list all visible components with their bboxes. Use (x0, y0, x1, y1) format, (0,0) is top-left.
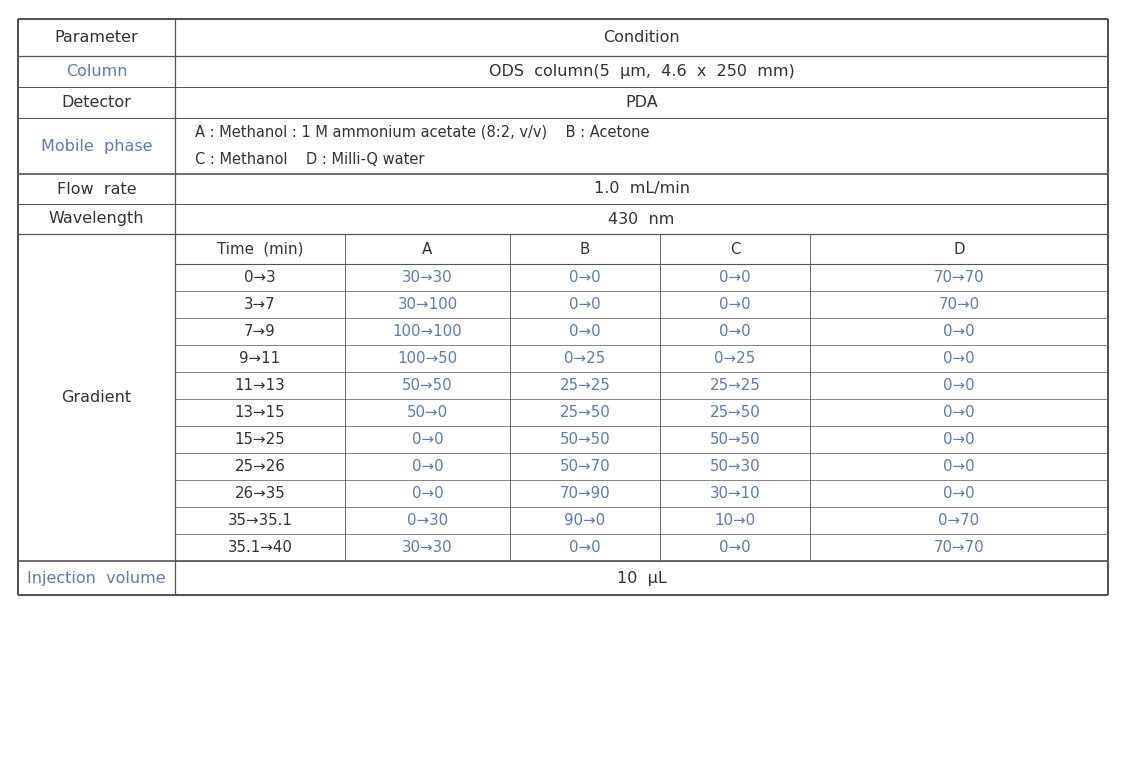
Text: B: B (580, 242, 590, 256)
Text: 13→15: 13→15 (234, 405, 285, 420)
Text: 7→9: 7→9 (244, 324, 276, 339)
Text: Detector: Detector (62, 95, 132, 110)
Text: 0→0: 0→0 (412, 432, 444, 447)
Text: A: A (422, 242, 432, 256)
Text: 0→70: 0→70 (938, 513, 980, 528)
Text: 0→0: 0→0 (720, 297, 751, 312)
Text: 0→0: 0→0 (944, 459, 975, 474)
Text: C: C (730, 242, 740, 256)
Text: 50→0: 50→0 (406, 405, 448, 420)
Text: 0→0: 0→0 (944, 324, 975, 339)
Text: 70→70: 70→70 (933, 270, 984, 285)
Text: Flow  rate: Flow rate (56, 182, 136, 196)
Text: 10  μL: 10 μL (617, 571, 667, 585)
Text: 0→0: 0→0 (569, 540, 601, 555)
Text: 0→0: 0→0 (944, 432, 975, 447)
Text: 100→50: 100→50 (397, 351, 457, 366)
Text: 0→0: 0→0 (412, 459, 444, 474)
Text: 0→0: 0→0 (569, 324, 601, 339)
Text: 70→90: 70→90 (560, 486, 610, 501)
Text: 90→0: 90→0 (564, 513, 606, 528)
Text: 9→11: 9→11 (240, 351, 280, 366)
Text: 50→50: 50→50 (560, 432, 610, 447)
Text: PDA: PDA (625, 95, 658, 110)
Text: 50→30: 50→30 (709, 459, 760, 474)
Text: 430  nm: 430 nm (608, 212, 674, 226)
Text: Column: Column (65, 64, 127, 79)
Text: 0→3: 0→3 (244, 270, 276, 285)
Text: A : Methanol : 1 M ammonium acetate (8:2, v/v)    B : Acetone: A : Methanol : 1 M ammonium acetate (8:2… (195, 124, 650, 140)
Text: 50→70: 50→70 (560, 459, 610, 474)
Text: Parameter: Parameter (55, 30, 138, 45)
Text: Gradient: Gradient (62, 390, 132, 405)
Text: 25→50: 25→50 (709, 405, 760, 420)
Text: ODS  column(5  μm,  4.6  x  250  mm): ODS column(5 μm, 4.6 x 250 mm) (489, 64, 794, 79)
Text: 25→26: 25→26 (234, 459, 285, 474)
Text: 1.0  mL/min: 1.0 mL/min (593, 182, 689, 196)
Text: 30→30: 30→30 (402, 540, 453, 555)
Text: D: D (954, 242, 965, 256)
Text: Mobile  phase: Mobile phase (41, 139, 152, 153)
Text: 0→0: 0→0 (569, 297, 601, 312)
Text: 0→0: 0→0 (944, 378, 975, 393)
Text: 0→25: 0→25 (714, 351, 756, 366)
Text: 0→0: 0→0 (720, 540, 751, 555)
Text: Condition: Condition (604, 30, 680, 45)
Text: 35.1→40: 35.1→40 (227, 540, 293, 555)
Text: 50→50: 50→50 (709, 432, 760, 447)
Text: Wavelength: Wavelength (48, 212, 144, 226)
Text: 11→13: 11→13 (234, 378, 285, 393)
Text: 0→30: 0→30 (406, 513, 448, 528)
Text: 0→0: 0→0 (944, 486, 975, 501)
Text: 0→0: 0→0 (412, 486, 444, 501)
Text: 30→10: 30→10 (709, 486, 760, 501)
Text: 0→0: 0→0 (944, 405, 975, 420)
Text: 25→25: 25→25 (560, 378, 610, 393)
Text: 70→70: 70→70 (933, 540, 984, 555)
Text: 0→0: 0→0 (720, 270, 751, 285)
Text: 15→25: 15→25 (234, 432, 285, 447)
Text: 0→0: 0→0 (944, 351, 975, 366)
Text: 0→0: 0→0 (569, 270, 601, 285)
Text: 50→50: 50→50 (402, 378, 453, 393)
Text: 3→7: 3→7 (244, 297, 276, 312)
Text: 0→25: 0→25 (564, 351, 606, 366)
Text: 10→0: 10→0 (714, 513, 756, 528)
Text: 35→35.1: 35→35.1 (227, 513, 293, 528)
Text: 100→100: 100→100 (393, 324, 463, 339)
Text: 30→30: 30→30 (402, 270, 453, 285)
Text: 25→50: 25→50 (560, 405, 610, 420)
Text: 26→35: 26→35 (234, 486, 285, 501)
Text: Time  (min): Time (min) (216, 242, 303, 256)
Text: 70→0: 70→0 (938, 297, 980, 312)
Text: C : Methanol    D : Milli-Q water: C : Methanol D : Milli-Q water (195, 153, 425, 167)
Text: 30→100: 30→100 (397, 297, 457, 312)
Text: 25→25: 25→25 (709, 378, 760, 393)
Text: Injection  volume: Injection volume (27, 571, 166, 585)
Text: 0→0: 0→0 (720, 324, 751, 339)
